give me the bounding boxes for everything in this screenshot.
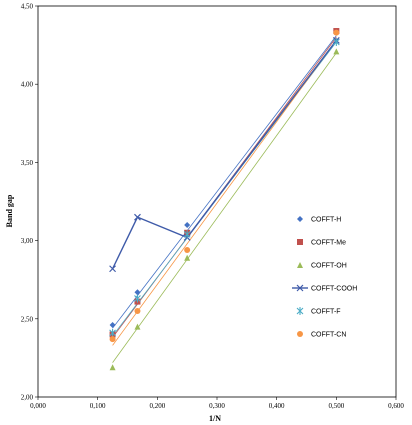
x-axis-title: 1/N — [209, 414, 221, 423]
legend-marker — [297, 216, 303, 222]
data-points — [109, 28, 340, 371]
y-axis-title: Band gap — [5, 194, 14, 227]
data-point — [333, 48, 340, 55]
legend-marker — [297, 331, 303, 337]
data-point — [109, 265, 117, 273]
data-point — [184, 254, 191, 261]
trendline — [112, 35, 337, 329]
y-tick-label: 4,00 — [21, 81, 34, 89]
axes — [35, 5, 397, 400]
y-tick-label: 3,00 — [21, 237, 34, 245]
legend-label: COFFT-Me — [311, 240, 346, 247]
series-lines — [111, 39, 337, 270]
x-tick-label: 0,300 — [209, 402, 225, 410]
legend-label: COFFT-COOH — [311, 286, 357, 293]
legend-label: COFFT-F — [311, 309, 341, 316]
data-point — [134, 213, 141, 221]
x-tick-label: 0,500 — [328, 402, 344, 410]
x-tick-label: 0,000 — [30, 402, 46, 410]
trendline — [112, 52, 337, 363]
data-point — [184, 221, 191, 228]
legend-marker — [297, 239, 303, 245]
data-point — [183, 230, 191, 239]
x-tick-label: 0,100 — [90, 402, 106, 410]
legend-label: COFFT-CN — [311, 332, 346, 339]
y-tick-label: 2,50 — [21, 315, 34, 323]
data-point — [109, 328, 116, 337]
data-point — [134, 307, 141, 314]
x-tick-label: 0,400 — [269, 402, 285, 410]
series-line — [111, 39, 337, 270]
legend-marker — [296, 307, 304, 315]
y-tick-label: 2,00 — [21, 394, 34, 402]
data-point — [109, 322, 116, 329]
data-point — [134, 294, 141, 303]
legend: COFFT-H COFFT-Me COFFT-OH COFFT-COOH COFFT-F… — [292, 216, 357, 339]
x-tick-labels: 0,000 0,100 0,200 0,300 0,400 0,500 0,600 — [30, 402, 404, 410]
data-point — [184, 246, 191, 253]
x-tick-label: 0,600 — [388, 402, 404, 410]
data-point — [134, 289, 141, 296]
y-tick-label: 3,50 — [21, 159, 34, 167]
legend-label: COFFT-H — [311, 217, 341, 224]
data-point — [333, 29, 340, 36]
trendlines — [112, 35, 337, 363]
data-point — [134, 323, 141, 330]
trendline — [112, 40, 337, 346]
y-tick-label: 4,50 — [21, 3, 34, 11]
y-tick-labels: 2,00 2,50 3,00 3,50 4,00 4,50 — [21, 3, 34, 402]
data-point — [332, 37, 340, 46]
data-point — [109, 336, 116, 343]
x-tick-label: 0,200 — [149, 402, 165, 410]
data-point — [109, 364, 116, 371]
legend-marker — [296, 284, 304, 292]
legend-marker — [297, 262, 303, 268]
legend-label: COFFT-OH — [311, 263, 347, 270]
